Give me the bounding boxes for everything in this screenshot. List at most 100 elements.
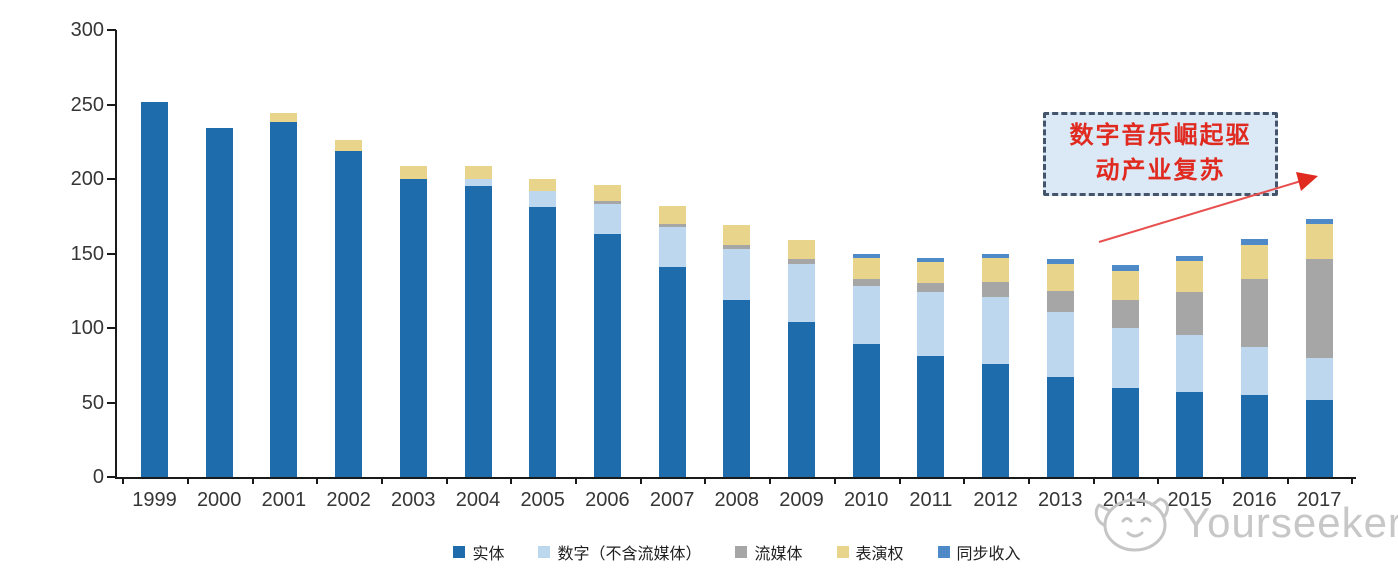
bar-segment: [1111, 265, 1139, 272]
bar-segment: [464, 186, 492, 477]
bar-segment: [1176, 292, 1204, 336]
bar-segment: [1046, 377, 1074, 477]
bar-segment: [1176, 260, 1204, 293]
bar-segment: [982, 253, 1010, 258]
x-tick-label: 2000: [196, 489, 242, 511]
yourseeker-cat-logo-icon: [1094, 497, 1169, 552]
bar-segment: [658, 223, 686, 227]
bar-segment: [917, 356, 945, 477]
bar-segment: [270, 122, 298, 477]
bar-segment: [529, 179, 557, 191]
bar-segment: [1240, 244, 1268, 279]
bar-segment: [1305, 357, 1333, 400]
bar-segment: [658, 266, 686, 477]
legend-item: 表演权: [836, 540, 904, 564]
bar-segment: [723, 249, 751, 300]
bar-segment: [1240, 347, 1268, 396]
x-tick-mark: [316, 477, 319, 484]
bar-segment: [335, 140, 363, 151]
y-tick-mark: [107, 178, 116, 180]
y-axis-line: [115, 30, 117, 479]
x-tick-mark: [1286, 477, 1289, 484]
y-tick-label: 50: [81, 391, 104, 414]
bar-segment: [1176, 256, 1204, 261]
x-tick-label: 2017: [1296, 489, 1342, 511]
x-tick-mark: [898, 477, 901, 484]
x-tick-label: 2010: [843, 489, 889, 511]
legend-swatch-icon: [453, 546, 466, 558]
y-tick-label: 200: [70, 168, 104, 190]
bar-segment: [141, 101, 168, 477]
bar-segment: [399, 165, 427, 179]
y-tick-mark: [107, 476, 116, 478]
x-tick-label: 2011: [909, 489, 953, 511]
y-tick-mark: [107, 252, 116, 255]
bar-segment: [1111, 271, 1139, 300]
bar-segment: [788, 259, 815, 264]
bar-segment: [1305, 399, 1333, 477]
bar-segment: [788, 322, 815, 477]
x-tick-mark: [639, 477, 642, 484]
bar-segment: [464, 165, 492, 179]
y-tick-mark: [107, 29, 116, 31]
legend-label: 实体: [472, 546, 505, 563]
bar-segment: [852, 278, 880, 287]
bar-segment: [593, 201, 621, 205]
bar-segment: [1305, 219, 1333, 224]
x-tick-mark: [1027, 477, 1030, 484]
x-tick-mark: [1222, 477, 1225, 484]
x-tick-label: 2006: [585, 489, 630, 511]
legend-item: 同步收入: [937, 540, 1021, 564]
x-tick-label: 2012: [973, 489, 1018, 511]
bar-segment: [1111, 328, 1139, 388]
y-tick-label: 0: [92, 466, 104, 488]
annotation-line1: 数字音乐崛起驱: [1069, 122, 1252, 150]
y-tick-label: 150: [70, 242, 104, 265]
legend-swatch-icon: [735, 546, 748, 558]
x-axis-line: [115, 477, 1356, 479]
x-tick-mark: [186, 477, 189, 484]
bar-segment: [982, 281, 1010, 297]
bar-segment: [1176, 392, 1204, 477]
bar-segment: [1240, 278, 1268, 348]
x-tick-label: 2007: [649, 489, 695, 511]
y-tick-label: 250: [70, 93, 104, 116]
bar-segment: [852, 286, 880, 345]
bar-segment: [1240, 238, 1268, 245]
bar-segment: [917, 262, 945, 284]
bar-segment: [335, 150, 363, 477]
y-tick-label: 100: [70, 317, 104, 339]
x-tick-label: 2003: [391, 489, 436, 511]
bar-segment: [917, 292, 945, 357]
bar-segment: [982, 363, 1010, 477]
x-tick-label: 2002: [326, 489, 371, 511]
legend-item: 实体: [453, 540, 504, 564]
bar-segment: [529, 190, 557, 208]
legend-swatch-icon: [836, 546, 849, 558]
legend-label: 同步收入: [956, 546, 1021, 563]
bar-segment: [529, 207, 557, 477]
bar-segment: [982, 257, 1010, 282]
bar-segment: [1046, 259, 1074, 264]
legend: 实体 数字（不含流媒体） 流媒体 表演权 同步收入: [117, 540, 1357, 564]
x-tick-mark: [963, 477, 966, 484]
bar-segment: [399, 179, 427, 477]
x-tick-label: 2013: [1038, 489, 1083, 511]
annotation-line2: 动产业复苏: [1095, 157, 1226, 184]
bar-segment: [788, 240, 815, 260]
bar-segment: [982, 296, 1010, 364]
y-tick-label: 300: [70, 19, 104, 41]
x-tick-mark: [510, 477, 513, 484]
bar-segment: [1046, 263, 1074, 291]
bar-segment: [723, 225, 751, 245]
legend-swatch-icon: [937, 546, 950, 558]
x-tick-label: 2016: [1232, 489, 1277, 511]
x-tick-mark: [1351, 477, 1354, 484]
bar-segment: [852, 253, 880, 258]
bar-segment: [1305, 259, 1333, 358]
y-tick-mark: [107, 401, 116, 404]
bar-segment: [593, 184, 621, 202]
annotation-callout: 数字音乐崛起驱 动产业复苏: [1043, 112, 1278, 196]
bar-segment: [593, 204, 621, 235]
legend-label: 表演权: [855, 546, 904, 563]
